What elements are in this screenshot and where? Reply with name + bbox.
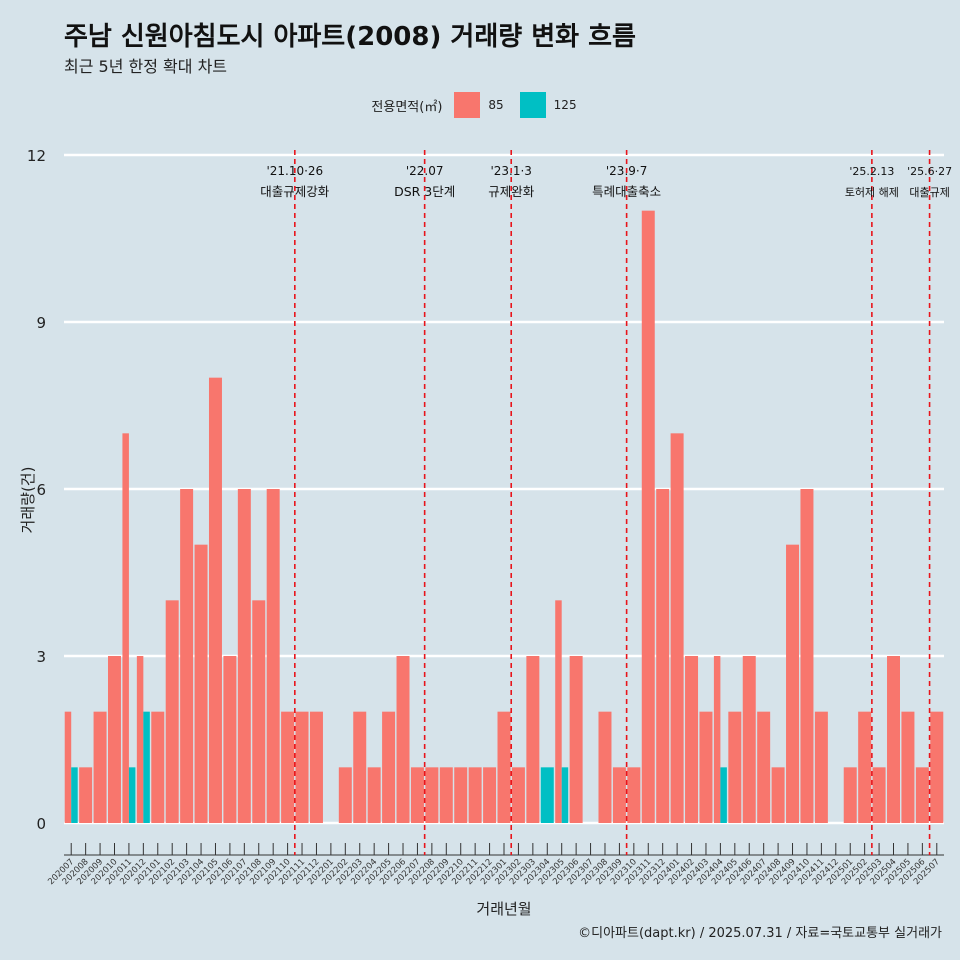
- event-date: '22.07: [406, 164, 444, 178]
- bar-85: [425, 767, 439, 823]
- bar-85: [338, 767, 352, 823]
- event-label: 규제완화: [488, 184, 535, 199]
- bar-85: [699, 711, 713, 823]
- bar-85: [180, 489, 194, 823]
- event-date: '25.6·27: [907, 165, 952, 178]
- bar-85: [367, 767, 381, 823]
- x-axis-title: 거래년월: [476, 900, 531, 918]
- bar-85: [930, 711, 944, 823]
- bar-85: [483, 767, 497, 823]
- bar-85: [382, 711, 396, 823]
- bar-125: [561, 767, 569, 823]
- bar-85: [656, 489, 670, 823]
- bar-85: [786, 544, 800, 823]
- bar-85: [858, 711, 872, 823]
- y-tick-label: 6: [36, 481, 46, 499]
- bar-85: [223, 656, 237, 823]
- bar-85: [252, 600, 266, 823]
- event-date: '25.2.13: [849, 165, 894, 178]
- bar-85: [281, 711, 295, 823]
- bar-125: [720, 767, 727, 823]
- event-date: '23.1·3: [490, 164, 531, 178]
- bar-85: [64, 711, 72, 823]
- y-tick-label: 3: [36, 648, 46, 666]
- bar-85: [108, 656, 121, 823]
- bar-85: [410, 767, 424, 823]
- event-label: 대출규제: [909, 186, 949, 199]
- bar-85: [757, 711, 771, 823]
- legend: 전용면적(㎡) 85 125: [0, 92, 960, 118]
- legend-title: 전용면적(㎡): [371, 99, 443, 115]
- bar-85: [685, 656, 699, 823]
- bar-125: [540, 767, 554, 823]
- event-date: '23.9·7: [606, 164, 647, 178]
- bar-85: [353, 711, 367, 823]
- bar-85: [93, 711, 107, 823]
- bar-85: [814, 711, 828, 823]
- bar-85: [612, 767, 626, 823]
- bar-85: [887, 656, 900, 823]
- bar-85: [569, 656, 583, 823]
- chart-title: 주남 신원아침도시 아파트(2008) 거래량 변화 흐름: [64, 22, 636, 52]
- bar-85: [439, 767, 453, 823]
- bar-85: [915, 767, 929, 823]
- bar-85: [497, 711, 511, 823]
- legend-label-125: 125: [553, 98, 577, 112]
- bar-85: [468, 767, 482, 823]
- bar-85: [641, 210, 655, 823]
- legend-label-85: 85: [488, 98, 504, 112]
- bar-85: [771, 767, 785, 823]
- bar-85: [598, 711, 612, 823]
- y-axis-title: 거래량(건): [19, 467, 37, 534]
- bar-85: [309, 711, 323, 823]
- bar-85: [800, 489, 814, 823]
- bar-125: [128, 767, 136, 823]
- bar-125: [143, 711, 150, 823]
- bar-85: [266, 489, 280, 823]
- bar-85: [901, 711, 915, 823]
- event-date: '21.10·26: [266, 164, 323, 178]
- bar-85: [454, 767, 468, 823]
- legend-key-85: [454, 92, 481, 118]
- bar-85: [713, 656, 721, 823]
- bar-85: [670, 433, 684, 823]
- bar-85: [728, 711, 742, 823]
- bar-125: [71, 767, 78, 823]
- bar-85: [526, 656, 540, 823]
- bar-85: [396, 656, 410, 823]
- bar-85: [742, 656, 756, 823]
- bar-85: [555, 600, 562, 823]
- bar-85: [843, 767, 857, 823]
- bar-85: [627, 767, 641, 823]
- bar-85: [237, 489, 251, 823]
- chart-subtitle: 최근 5년 한정 확대 차트: [64, 57, 228, 76]
- legend-key-125: [519, 92, 546, 118]
- bar-85: [165, 600, 179, 823]
- event-label: 대출규제강화: [260, 184, 330, 199]
- bar-85: [208, 377, 222, 823]
- bar-85: [122, 433, 129, 823]
- y-tick-label: 9: [36, 314, 46, 332]
- y-tick-label: 12: [27, 147, 46, 165]
- bar-85: [136, 656, 144, 823]
- bar-85: [151, 711, 165, 823]
- bar-85: [872, 767, 886, 823]
- bar-85: [295, 711, 309, 823]
- event-label: DSR 3단계: [394, 184, 455, 199]
- event-label: 토허제 해제: [845, 185, 899, 199]
- bar-85: [511, 767, 525, 823]
- y-tick-label: 0: [36, 815, 46, 833]
- caption: ©디아파트(dapt.kr) / 2025.07.31 / 자료=국토교통부 실…: [578, 926, 942, 941]
- bar-85: [79, 767, 93, 823]
- event-label: 특례대출축소: [592, 184, 661, 199]
- bar-85: [194, 544, 208, 823]
